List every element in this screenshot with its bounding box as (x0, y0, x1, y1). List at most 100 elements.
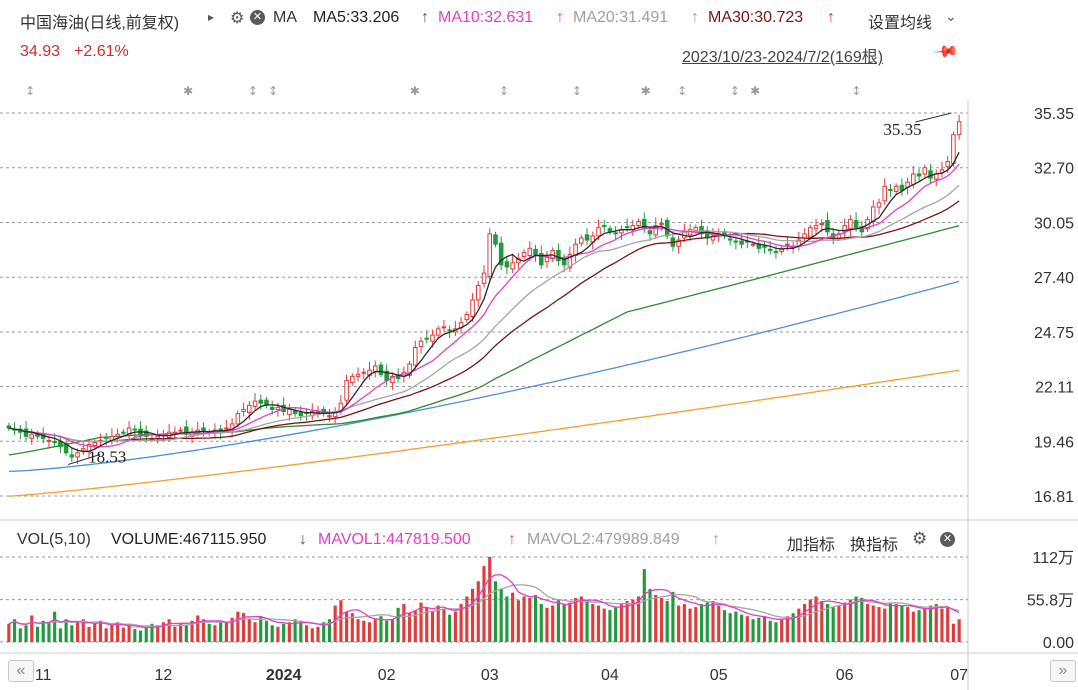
ma-settings-button[interactable]: 设置均线 (868, 15, 933, 32)
volume-bar (654, 594, 658, 642)
volume-bar (677, 605, 681, 642)
volume-bar (791, 613, 795, 642)
volume-bar (562, 604, 566, 642)
title-expand-arrow[interactable]: ▸ (208, 10, 215, 24)
volume-bar (928, 605, 933, 642)
volume-bar (173, 626, 177, 642)
ma-settings-gear-icon[interactable]: ⚙ (230, 10, 245, 27)
volume-bar (762, 616, 767, 642)
candle-body (556, 249, 561, 262)
mavol1-arrow: ↑ (508, 531, 516, 548)
volume-bar (493, 581, 498, 642)
candle-body (470, 299, 475, 317)
volume-bar (259, 616, 263, 642)
candle-body (69, 454, 75, 458)
volume-bar (717, 605, 721, 642)
volume-settings-gear-icon[interactable]: ⚙ (912, 529, 928, 548)
scroll-left-button[interactable]: « (8, 660, 34, 682)
volume-bar (184, 625, 188, 642)
volume-bar (596, 605, 601, 642)
volume-bar (402, 604, 406, 642)
volume-bar (957, 619, 961, 642)
event-marker-icon: ↕ (25, 84, 35, 98)
volume-bar (201, 619, 206, 642)
candle-body (510, 262, 515, 270)
candle-body (527, 247, 533, 257)
candle-body (327, 415, 332, 418)
volume-bar (808, 599, 812, 642)
candle-body (813, 225, 819, 230)
candle-body (430, 334, 435, 342)
candle-body (395, 375, 401, 379)
candle-body (521, 251, 527, 258)
volume-bar (625, 601, 629, 642)
x-tick-label: 04 (601, 667, 619, 684)
volume-bar (648, 588, 652, 642)
volume-close-icon[interactable]: ✕ (940, 531, 955, 549)
volume-bar (585, 599, 589, 642)
volume-bar (854, 596, 858, 642)
candle-body (481, 272, 487, 284)
volume-bar (608, 610, 612, 642)
candle-body (613, 232, 618, 235)
volume-bar (533, 594, 538, 642)
candle-body (516, 258, 521, 264)
candle-body (126, 427, 132, 436)
volume-bar (7, 623, 11, 642)
volume-bar (459, 604, 463, 642)
volume-tick-label: 55.8万 (1027, 593, 1074, 610)
volume-bar (883, 608, 887, 642)
volume-bar (333, 605, 337, 642)
volume-bar (780, 619, 784, 642)
candle-body (435, 328, 441, 336)
ma-settings-chevron-icon[interactable]: ⌄ (945, 8, 957, 24)
price-tick-label: 35.35 (1034, 106, 1074, 123)
volume-bar (253, 622, 257, 642)
candle-body (928, 170, 933, 179)
candle-body (476, 284, 481, 301)
event-marker-icon: ↕ (268, 84, 278, 98)
candle-body (178, 429, 183, 432)
volume-bar (41, 620, 45, 642)
candle-body (785, 243, 790, 246)
volume-bar (539, 604, 543, 642)
volume-bar (757, 617, 761, 642)
candle-body (115, 433, 120, 437)
volume-tick-label: 0.00 (1043, 635, 1074, 652)
volume-bar (659, 597, 664, 642)
candle-body (911, 173, 916, 185)
volume-bar (310, 628, 314, 642)
candle-body (584, 234, 590, 241)
volume-bar (820, 601, 824, 642)
event-marker-icon: ✱ (183, 84, 193, 98)
add-indicator-button[interactable]: 加指标 (787, 537, 836, 554)
volume-bar (98, 620, 103, 642)
candle-body (350, 375, 355, 384)
volume-bar (282, 623, 286, 642)
volume-bar (900, 605, 904, 642)
volume-bar (224, 622, 228, 642)
scroll-right-button[interactable]: » (1050, 660, 1076, 682)
volume-bar (367, 622, 372, 642)
candle-body (596, 227, 601, 237)
ma10-value: MA10:32.631 (438, 9, 534, 26)
price-tick-label: 24.75 (1034, 325, 1074, 342)
date-range[interactable]: 2023/10/23-2024/7/2(169根) (682, 49, 884, 66)
volume-bar (87, 626, 91, 642)
candle-body (727, 238, 733, 241)
volume-bar (144, 626, 148, 642)
volume-bar (602, 608, 606, 642)
volume-bar (70, 625, 74, 642)
volume-bar (379, 616, 383, 642)
volume-bar (591, 604, 595, 642)
volume-bar (516, 600, 520, 642)
volume-bar (528, 597, 532, 642)
volume-bar (522, 596, 526, 642)
chart-title[interactable]: 中国海油(日线,前复权) (20, 15, 180, 32)
volume-bar (18, 628, 22, 642)
ma-close-icon[interactable]: ✕ (250, 9, 265, 27)
switch-indicator-button[interactable]: 换指标 (850, 537, 899, 554)
volume-bar (161, 622, 165, 642)
volume-bar (30, 615, 34, 642)
